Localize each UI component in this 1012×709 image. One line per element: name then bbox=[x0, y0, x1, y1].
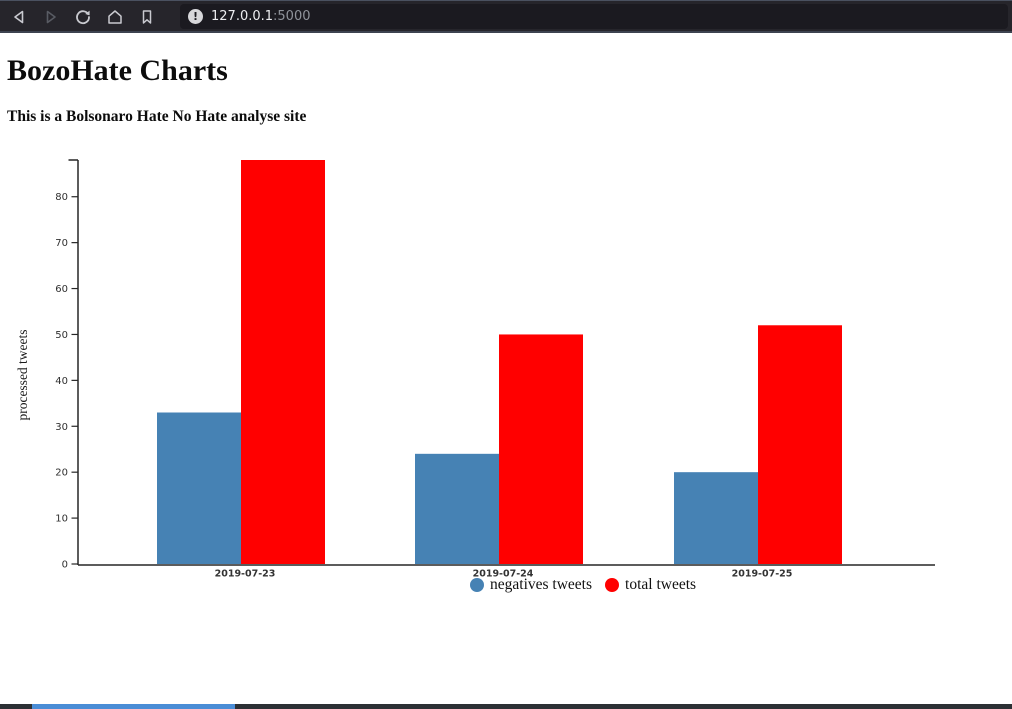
home-icon bbox=[108, 9, 122, 24]
forward-icon bbox=[46, 10, 56, 23]
y-tick-label: 80 bbox=[55, 192, 68, 203]
legend-marker-icon bbox=[605, 578, 620, 592]
reload-icon bbox=[76, 9, 90, 24]
chart-axes bbox=[68, 159, 935, 566]
reload-button[interactable] bbox=[72, 6, 94, 28]
y-tick-label: 50 bbox=[55, 330, 68, 341]
x-tick-label: 2019-07-24 bbox=[473, 569, 534, 580]
horizontal-scrollbar-track[interactable] bbox=[0, 704, 1012, 709]
bar-negatives-tweets-2019-07-25[interactable] bbox=[674, 472, 758, 564]
y-tick-label: 60 bbox=[55, 284, 68, 295]
y-tick-label: 20 bbox=[55, 468, 68, 479]
y-tick-label: 0 bbox=[62, 560, 68, 571]
bar-total-tweets-2019-07-23[interactable] bbox=[241, 160, 325, 564]
bar-chart-canvas[interactable]: 0 10 20 30 40 50 60 70 80 2019-07-23 2019-07-24 201… bbox=[0, 33, 1012, 709]
site-info-icon[interactable]: ! bbox=[188, 9, 203, 24]
y-tick-label: 40 bbox=[55, 376, 68, 387]
page-subtitle: This is a Bolsonaro Hate No Hate analyse… bbox=[7, 107, 307, 125]
url-bar[interactable]: ! 127.0.0.1:5000 bbox=[180, 4, 1008, 29]
chart-legend: negatives tweets total tweets bbox=[470, 576, 696, 594]
bar-total-tweets-2019-07-24[interactable] bbox=[499, 334, 583, 564]
y-axis-title: processed tweets bbox=[15, 329, 30, 420]
bar-negatives-tweets-2019-07-24[interactable] bbox=[415, 453, 499, 564]
legend-item-negatives-tweets[interactable]: negatives tweets bbox=[470, 576, 592, 594]
x-tick-label: 2019-07-25 bbox=[732, 569, 793, 580]
bar-total-tweets-2019-07-25[interactable] bbox=[758, 325, 842, 564]
browser-toolbar: ! 127.0.0.1:5000 bbox=[0, 0, 1012, 33]
bookmark-button[interactable] bbox=[136, 6, 158, 28]
x-tick-label: 2019-07-23 bbox=[215, 569, 276, 580]
y-tick-label: 30 bbox=[55, 422, 68, 433]
y-tick-label: 10 bbox=[55, 514, 68, 525]
horizontal-scrollbar-thumb[interactable] bbox=[32, 704, 235, 709]
legend-label: negatives tweets bbox=[490, 576, 593, 593]
page-content: BozoHate Charts This is a Bolsonaro Hate… bbox=[0, 33, 1012, 709]
bookmark-icon bbox=[142, 9, 152, 24]
back-button[interactable] bbox=[8, 6, 30, 28]
legend-marker-icon bbox=[470, 578, 484, 592]
url-text: 127.0.0.1:5000 bbox=[211, 9, 311, 24]
bar-negatives-tweets-2019-07-23[interactable] bbox=[157, 412, 241, 565]
legend-label: total tweets bbox=[625, 576, 697, 593]
legend-item-total-tweets[interactable]: total tweets bbox=[605, 576, 696, 594]
url-port: :5000 bbox=[273, 9, 311, 24]
url-host: 127.0.0.1 bbox=[211, 9, 274, 24]
home-button[interactable] bbox=[104, 6, 126, 28]
page-title: BozoHate Charts bbox=[7, 54, 228, 87]
forward-button[interactable] bbox=[40, 6, 62, 28]
y-tick-label: 70 bbox=[55, 238, 68, 249]
back-icon bbox=[14, 10, 24, 23]
